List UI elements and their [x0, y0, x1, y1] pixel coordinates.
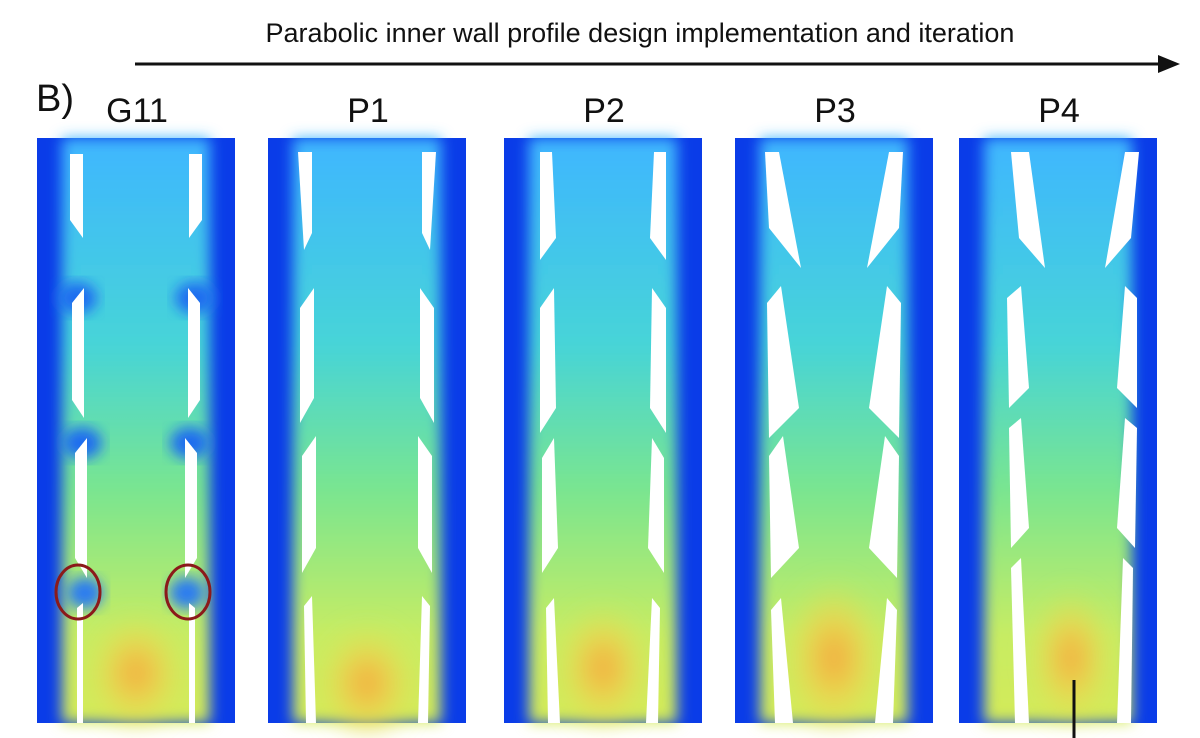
panel-g11 [37, 138, 235, 733]
panel-letter: B) [36, 78, 74, 120]
panel-label-p3: P3 [814, 92, 856, 130]
panel-p3 [735, 138, 933, 738]
arrow-title: Parabolic inner wall profile design impl… [265, 18, 1015, 48]
highlight-circle-left [54, 563, 102, 621]
iteration-arrow [135, 55, 1180, 73]
panel-label-p1: P1 [347, 92, 389, 130]
panel-label-p4: P4 [1038, 92, 1080, 130]
highlight-circle-right [164, 563, 212, 621]
panel-p2 [504, 138, 702, 733]
panel-label-g11: G11 [106, 92, 168, 130]
panel-label-p2: P2 [583, 92, 625, 130]
panel-p1 [268, 138, 466, 738]
panel-p4 [959, 138, 1157, 728]
